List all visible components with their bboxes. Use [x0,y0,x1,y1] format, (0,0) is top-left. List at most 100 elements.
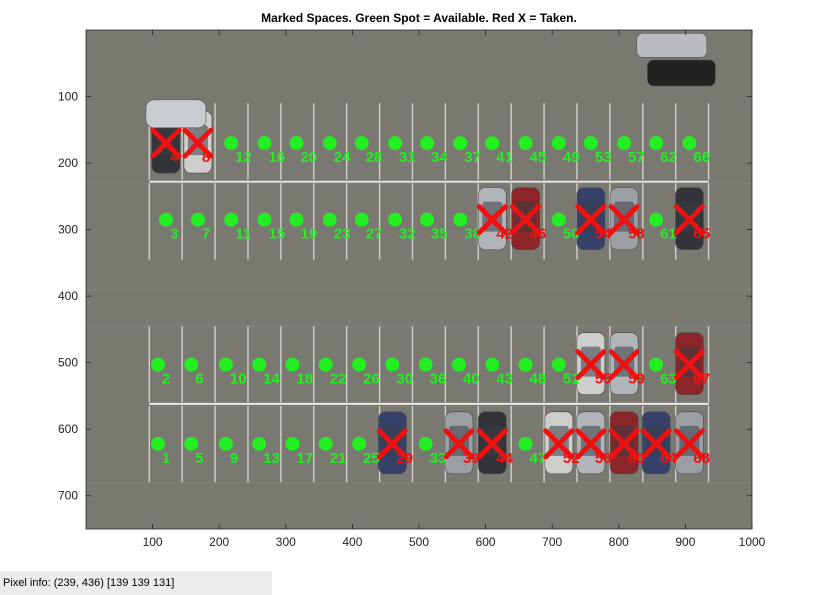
spot-label: 35 [431,226,448,243]
taken-x-mark [608,204,640,236]
available-dot [583,136,598,151]
spot-label: 64 [660,450,677,467]
spot-label: 10 [230,371,247,388]
spot-61: 61 [649,212,677,243]
y-tick-label: 400 [58,289,78,303]
spot-label: 55 [595,371,612,388]
spot-label: 66 [693,149,710,166]
taken-x-mark [673,428,705,460]
figure-title: Marked Spaces. Green Spot = Available. R… [261,11,577,25]
spot-label: 56 [595,450,612,467]
taken-x-mark [182,127,214,159]
spot-57: 57 [617,136,645,166]
spot-label: 24 [334,149,351,166]
taken-x-mark [608,428,640,460]
spot-45: 45 [518,136,546,166]
y-tick-label: 500 [58,356,78,370]
available-dot [150,357,165,372]
spot-label: 20 [300,149,317,166]
spot-label: 32 [399,226,416,243]
available-dot [617,136,632,151]
spot-56: 56 [575,428,612,467]
x-tick-label: 400 [342,535,362,549]
available-dot [289,212,304,227]
spot-55: 55 [575,349,612,388]
spot-40: 40 [451,357,480,388]
spot-14: 14 [252,357,281,388]
spot-3: 3 [158,212,178,243]
spot-label: 5 [195,450,203,467]
spot-label: 50 [563,226,580,243]
x-tick-label: 100 [143,535,163,549]
available-dot [649,357,664,372]
available-dot [289,136,304,151]
spot-67: 67 [673,349,710,388]
spot-22: 22 [318,357,346,388]
available-dot [551,212,566,227]
spot-50: 50 [551,212,580,243]
available-dot [485,357,500,372]
available-dot [388,136,403,151]
spot-27: 27 [354,212,382,243]
available-dot [388,212,403,227]
available-dot [418,436,433,451]
spot-label: 17 [296,450,313,467]
spot-label: 33 [430,450,447,467]
x-tick-label: 700 [542,535,562,549]
spot-label: 9 [230,450,238,467]
spot-label: 19 [300,226,317,243]
spot-label: 23 [334,226,351,243]
spot-label: 47 [530,450,547,467]
parking-lot-plot[interactable]: 100 200 300 400 500 600 700 800 900 1000 100 200 300… [0,0,839,571]
available-dot [158,212,173,227]
car-corner [636,33,708,58]
spot-label: 63 [660,371,677,388]
taken-x-mark [673,204,705,236]
spot-label: 36 [430,371,447,388]
pixel-info-label: Pixel info: [3,577,51,589]
spot-13: 13 [252,436,280,467]
spot-66: 66 [682,136,710,166]
car-top-right [647,59,716,87]
spot-label: 68 [693,450,710,467]
spot-39: 39 [443,428,480,467]
spot-34: 34 [419,136,448,166]
spot-38: 38 [453,212,481,243]
spot-label: 37 [464,149,481,166]
spot-label: 18 [296,371,313,388]
spot-label: 31 [399,149,416,166]
spot-43: 43 [485,357,513,388]
available-dot [682,136,697,151]
available-dot [453,136,468,151]
taken-x-mark [575,428,607,460]
available-dot [190,212,205,227]
available-dot [485,136,500,151]
spot-label: 38 [464,226,481,243]
spot-47: 47 [518,436,547,467]
spot-23: 23 [322,212,351,243]
car-top-left [145,99,207,129]
spot-9: 9 [218,436,238,467]
spot-59: 59 [608,349,645,388]
spot-52: 52 [543,428,580,467]
available-dot [418,357,433,372]
spot-8: 8 [182,127,214,166]
spot-2: 2 [150,357,170,388]
pixel-info-bar: Pixel info: (239, 436) [139 139 131] [0,571,272,595]
pixel-info-coords: (239, 436) [53,577,104,589]
taken-x-mark [575,349,607,381]
spot-label: 58 [628,226,645,243]
spot-label: 48 [530,371,547,388]
available-dot [322,212,337,227]
spot-20: 20 [289,136,317,166]
spot-label: 34 [431,149,448,166]
taken-x-mark [608,349,640,381]
spot-46: 46 [510,204,546,243]
spot-41: 41 [485,136,513,166]
available-dot [318,436,333,451]
spot-24: 24 [322,136,351,166]
available-dot [285,357,300,372]
available-dot [354,212,369,227]
spot-18: 18 [285,357,313,388]
spot-53: 53 [583,136,612,166]
